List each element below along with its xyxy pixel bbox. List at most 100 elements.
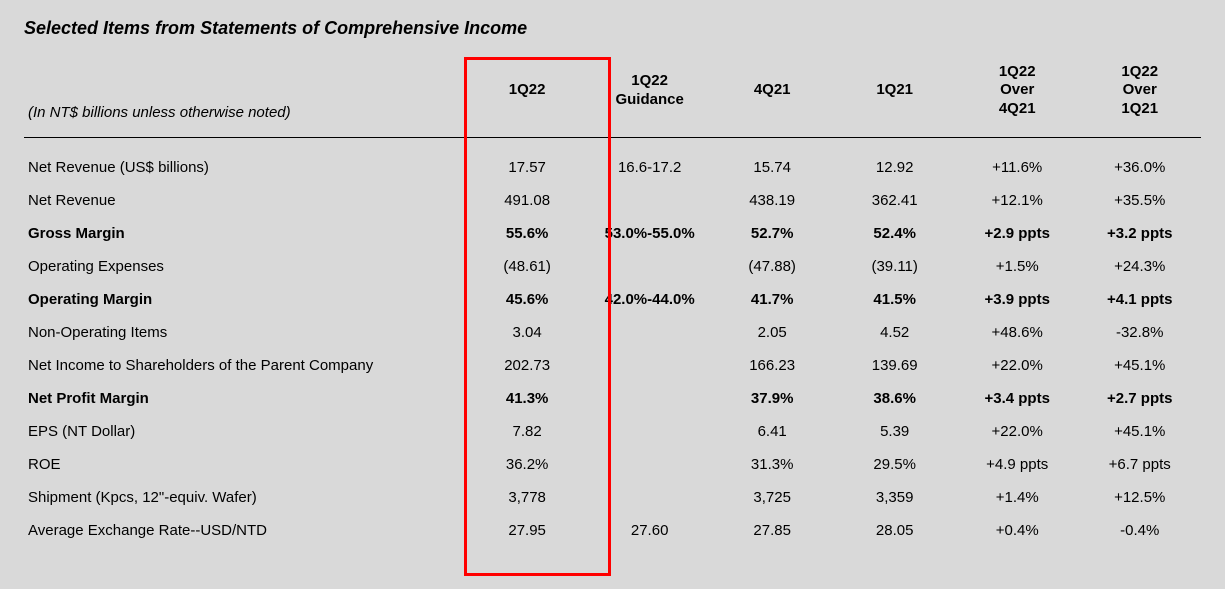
header-over_q4: 1Q22Over4Q21 — [956, 45, 1079, 137]
cell-q1_21: 3,359 — [833, 481, 956, 514]
cell-over_q4: +12.1% — [956, 184, 1079, 217]
cell-over_q4: +1.4% — [956, 481, 1079, 514]
cell-guidance — [588, 382, 711, 415]
cell-over_q4: +11.6% — [956, 137, 1079, 184]
cell-q1_21: 5.39 — [833, 415, 956, 448]
table-row: Net Revenue491.08438.19362.41+12.1%+35.5… — [24, 184, 1201, 217]
row-label: Operating Margin — [24, 283, 466, 316]
cell-guidance — [588, 184, 711, 217]
cell-over_q4: +48.6% — [956, 316, 1079, 349]
cell-q1_22: 27.95 — [466, 514, 589, 547]
cell-q1_22: 3,778 — [466, 481, 589, 514]
cell-q1_21: 52.4% — [833, 217, 956, 250]
table-row: Net Profit Margin41.3%37.9%38.6%+3.4 ppt… — [24, 382, 1201, 415]
row-label: ROE — [24, 448, 466, 481]
row-label: Net Revenue (US$ billions) — [24, 137, 466, 184]
cell-guidance: 16.6-17.2 — [588, 137, 711, 184]
cell-guidance — [588, 349, 711, 382]
table-row: Gross Margin55.6%53.0%-55.0%52.7%52.4%+2… — [24, 217, 1201, 250]
cell-guidance — [588, 481, 711, 514]
cell-q1_22: 36.2% — [466, 448, 589, 481]
header-q4_21: 4Q21 — [711, 45, 834, 137]
income-statement-panel: Selected Items from Statements of Compre… — [0, 0, 1225, 589]
cell-q4_21: 31.3% — [711, 448, 834, 481]
cell-q1_21: 4.52 — [833, 316, 956, 349]
table-row: Shipment (Kpcs, 12"-equiv. Wafer)3,778 3,… — [24, 481, 1201, 514]
cell-over_q1: -0.4% — [1078, 514, 1201, 547]
row-label: Net Income to Shareholders of the Parent… — [24, 349, 466, 382]
header-guidance: 1Q22Guidance — [588, 45, 711, 137]
cell-q1_21: 38.6% — [833, 382, 956, 415]
header-row: (In NT$ billions unless otherwise noted)… — [24, 45, 1201, 137]
cell-q1_21: 12.92 — [833, 137, 956, 184]
cell-over_q1: +24.3% — [1078, 250, 1201, 283]
header-label: (In NT$ billions unless otherwise noted) — [24, 45, 466, 137]
cell-q1_21: (39.11) — [833, 250, 956, 283]
cell-over_q4: +1.5% — [956, 250, 1079, 283]
cell-q4_21: 27.85 — [711, 514, 834, 547]
cell-q4_21: 166.23 — [711, 349, 834, 382]
table-row: Operating Margin45.6%42.0%-44.0%41.7%41.… — [24, 283, 1201, 316]
header-over_q1: 1Q22Over1Q21 — [1078, 45, 1201, 137]
cell-q1_22: 41.3% — [466, 382, 589, 415]
header-q1_21: 1Q21 — [833, 45, 956, 137]
cell-q4_21: 15.74 — [711, 137, 834, 184]
row-label: Net Profit Margin — [24, 382, 466, 415]
cell-q1_22: 202.73 — [466, 349, 589, 382]
cell-over_q1: +45.1% — [1078, 349, 1201, 382]
cell-over_q1: +45.1% — [1078, 415, 1201, 448]
table-body: Net Revenue (US$ billions)17.5716.6-17.2… — [24, 137, 1201, 547]
cell-guidance — [588, 415, 711, 448]
row-label: EPS (NT Dollar) — [24, 415, 466, 448]
cell-over_q1: +36.0% — [1078, 137, 1201, 184]
cell-over_q1: -32.8% — [1078, 316, 1201, 349]
cell-q1_22: 3.04 — [466, 316, 589, 349]
cell-q1_21: 362.41 — [833, 184, 956, 217]
row-label: Shipment (Kpcs, 12"-equiv. Wafer) — [24, 481, 466, 514]
cell-guidance: 42.0%-44.0% — [588, 283, 711, 316]
table-row: ROE36.2% 31.3%29.5%+4.9 ppts+6.7 ppts — [24, 448, 1201, 481]
cell-q1_22: 491.08 — [466, 184, 589, 217]
cell-over_q4: +2.9 ppts — [956, 217, 1079, 250]
cell-over_q1: +12.5% — [1078, 481, 1201, 514]
cell-q1_22: 55.6% — [466, 217, 589, 250]
cell-over_q4: +22.0% — [956, 349, 1079, 382]
cell-q4_21: 37.9% — [711, 382, 834, 415]
cell-over_q1: +6.7 ppts — [1078, 448, 1201, 481]
table-row: Net Revenue (US$ billions)17.5716.6-17.2… — [24, 137, 1201, 184]
cell-over_q1: +4.1 ppts — [1078, 283, 1201, 316]
cell-over_q1: +3.2 ppts — [1078, 217, 1201, 250]
cell-over_q4: +4.9 ppts — [956, 448, 1079, 481]
cell-q1_21: 139.69 — [833, 349, 956, 382]
cell-q1_22: 45.6% — [466, 283, 589, 316]
cell-guidance: 27.60 — [588, 514, 711, 547]
cell-guidance — [588, 448, 711, 481]
cell-q1_21: 29.5% — [833, 448, 956, 481]
cell-guidance — [588, 250, 711, 283]
cell-q4_21: 41.7% — [711, 283, 834, 316]
cell-over_q4: +3.9 ppts — [956, 283, 1079, 316]
header-q1_22: 1Q22 — [466, 45, 589, 137]
table-row: Operating Expenses(48.61)(47.88)(39.11)+… — [24, 250, 1201, 283]
cell-q1_22: (48.61) — [466, 250, 589, 283]
table-row: Average Exchange Rate--USD/NTD27.9527.60… — [24, 514, 1201, 547]
row-label: Non-Operating Items — [24, 316, 466, 349]
cell-q4_21: 6.41 — [711, 415, 834, 448]
table-row: Non-Operating Items3.042.054.52+48.6%-32… — [24, 316, 1201, 349]
cell-over_q1: +2.7 ppts — [1078, 382, 1201, 415]
cell-q4_21: (47.88) — [711, 250, 834, 283]
cell-over_q4: +0.4% — [956, 514, 1079, 547]
row-label: Operating Expenses — [24, 250, 466, 283]
panel-title: Selected Items from Statements of Compre… — [24, 18, 1201, 39]
cell-q1_22: 7.82 — [466, 415, 589, 448]
cell-q1_21: 41.5% — [833, 283, 956, 316]
cell-over_q1: +35.5% — [1078, 184, 1201, 217]
table-row: Net Income to Shareholders of the Parent… — [24, 349, 1201, 382]
cell-over_q4: +22.0% — [956, 415, 1079, 448]
cell-guidance — [588, 316, 711, 349]
cell-q4_21: 3,725 — [711, 481, 834, 514]
cell-guidance: 53.0%-55.0% — [588, 217, 711, 250]
cell-q1_21: 28.05 — [833, 514, 956, 547]
cell-q4_21: 52.7% — [711, 217, 834, 250]
cell-q1_22: 17.57 — [466, 137, 589, 184]
